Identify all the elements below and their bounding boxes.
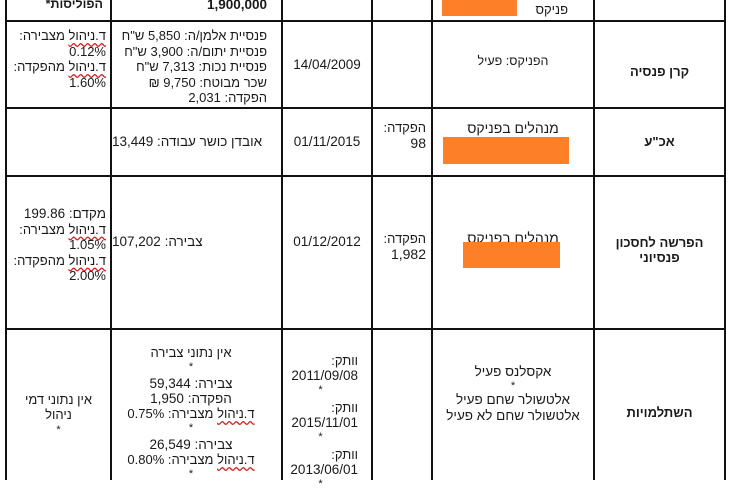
seniority-cell: וותק: 2011/09/08 * וותק: 2015/11/01 * וו…	[283, 353, 358, 492]
separator-star: *	[318, 478, 323, 490]
deposit-cell: הפקדה: 98	[373, 120, 426, 151]
fee-label-rest: מצבירה:	[19, 28, 69, 43]
policies-header: הפוליסות*	[45, 0, 103, 11]
detail-line: פנסיית נכות: 7,313 ש"ח	[136, 59, 267, 74]
fees-cell: מקדם: 199.86 ד.ניהול מצבירה: 1.05% ד.ניה…	[8, 206, 106, 284]
provider-fragment: פניקס	[535, 2, 568, 17]
category-line: פנסיוני	[639, 250, 680, 265]
fee-label: ד.ניהול	[68, 252, 107, 268]
redacted-block	[443, 137, 569, 164]
col-divider	[431, 0, 433, 480]
row-divider	[5, 20, 726, 22]
row-divider	[5, 107, 726, 109]
fee-value: 2.00%	[69, 268, 106, 283]
detail-line: צבירה: 59,344	[149, 375, 233, 391]
providers-cell: אקסלנס פעיל * אלטשולר שחם פעיל אלטשולר ש…	[433, 364, 593, 424]
seniority-label: וותק:	[331, 400, 358, 415]
fee-label-rest: מהפקדה:	[13, 252, 69, 268]
fees-cell: אין נתוני דמי ניהול *	[7, 390, 110, 440]
row-divider	[5, 328, 726, 330]
fee-label-rest: מצבירה: 0.75%	[127, 406, 218, 422]
advance-fee: מקדם: 199.86	[23, 206, 106, 221]
fee-note: אין נתוני דמי	[24, 391, 93, 407]
provider-status: הפניקס: פעיל	[477, 54, 549, 69]
seniority-label: וותק:	[331, 447, 358, 462]
category-label: השתלמויות	[626, 405, 693, 421]
start-date: 14/04/2009	[293, 56, 361, 72]
seniority-date: 2015/11/01	[291, 415, 358, 430]
fee-label-rest: מצבירה: 0.80%	[127, 452, 218, 468]
details-cell: אובדן כושר עבודה: 13,449	[112, 134, 263, 150]
deposit-label: הפקדה:	[383, 231, 426, 246]
separator-star: *	[318, 384, 323, 396]
separator-star: *	[318, 431, 323, 443]
category-label: הפרשה לחסכון פנסיוני	[595, 225, 724, 275]
category-label: אכ"ע	[644, 134, 675, 150]
seniority-date: 2013/06/01	[290, 462, 358, 477]
category-label: קרן פנסיה	[629, 64, 690, 80]
fee-label: ד.ניהול	[68, 59, 107, 74]
table-border-right	[724, 0, 726, 480]
fee-label: ד.ניהול	[68, 28, 107, 43]
col-divider	[593, 0, 595, 480]
separator-star: *	[188, 422, 194, 435]
deposit-value: 1,982	[390, 245, 426, 262]
seniority-date: 2011/09/08	[291, 368, 358, 383]
details-cell: צבירה: 107,202	[112, 234, 203, 250]
fee-value: 1.05%	[69, 237, 106, 252]
category-line: הפרשה לחסכון	[615, 234, 704, 250]
provider-name: מנהלים בפניקס	[467, 120, 559, 137]
details-cell: פנסיית אלמן/ה: 5,850 ש"ח פנסיית יתום/ה: …	[112, 28, 267, 106]
deposit-cell: הפקדה: 1,982	[373, 231, 426, 262]
provider-status: אלטשולר שחם לא פעיל	[446, 408, 580, 423]
separator-star: *	[188, 361, 194, 374]
redacted-block	[463, 242, 560, 268]
separator-star: *	[56, 423, 61, 436]
fee-label: ד.ניהול	[68, 221, 107, 237]
table-border-left	[5, 0, 7, 480]
deposit-label: הפקדה:	[383, 120, 426, 135]
fee-label: ד.ניהול	[217, 452, 255, 468]
seniority-label: וותק:	[331, 353, 358, 368]
detail-line: צבירה: 26,549	[149, 436, 233, 452]
provider-status: אקסלנס פעיל	[474, 364, 552, 379]
detail-line: הפקדה: 2,031	[188, 90, 267, 105]
no-data-note: אין נתוני צבירה	[150, 345, 232, 360]
fee-label-rest: מהפקדה:	[13, 59, 69, 74]
col-divider	[281, 0, 283, 480]
total-amount: 1,900,000	[206, 0, 267, 12]
col-divider	[371, 0, 373, 480]
provider-status: אלטשולר שחם פעיל	[455, 392, 571, 407]
separator-star: *	[510, 380, 516, 392]
fee-label-rest: מצבירה:	[19, 221, 69, 237]
separator-star: *	[188, 468, 194, 481]
fee-note: ניהול	[45, 407, 72, 423]
start-date: 01/12/2012	[293, 234, 361, 250]
detail-line: הפקדה: 1,950	[150, 390, 232, 406]
start-date: 01/11/2015	[293, 134, 361, 150]
deposit-value: 98	[410, 134, 426, 151]
fee-value: 1.60%	[69, 74, 106, 90]
fees-cell: ד.ניהול מצבירה: 0.12% ד.ניהול מהפקדה: 1.…	[8, 28, 106, 90]
details-cell: אין נתוני צבירה * צבירה: 59,344 הפקדה: 1…	[112, 345, 270, 483]
redacted-block	[442, 0, 517, 16]
fee-value: 0.12%	[69, 43, 106, 59]
detail-line: שכר מבוטח: 9,750 ₪	[148, 74, 267, 90]
detail-line: פנסיית אלמן/ה: 5,850 ש"ח	[121, 28, 267, 43]
col-divider	[110, 0, 112, 480]
detail-line: פנסיית יתום/ה: 3,900 ש"ח	[124, 43, 267, 59]
row-divider	[5, 175, 726, 177]
fee-label: ד.ניהול	[217, 406, 255, 422]
